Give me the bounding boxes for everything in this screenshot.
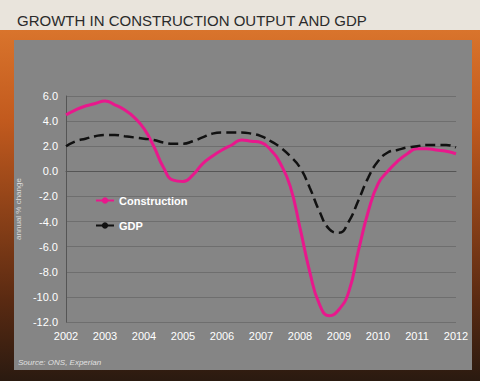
svg-text:-8.0: -8.0 [39,266,58,278]
svg-text:-2.0: -2.0 [39,190,58,202]
svg-text:2010: 2010 [366,330,390,342]
svg-text:-10.0: -10.0 [33,291,58,303]
svg-text:2005: 2005 [171,330,195,342]
svg-text:2011: 2011 [405,330,429,342]
svg-text:2006: 2006 [210,330,234,342]
svg-text:2004: 2004 [132,330,156,342]
svg-text:2008: 2008 [288,330,312,342]
svg-text:2007: 2007 [249,330,273,342]
svg-text:GDP: GDP [119,220,143,232]
svg-text:2.0: 2.0 [43,140,58,152]
svg-text:4.0: 4.0 [43,115,58,127]
svg-text:-12.0: -12.0 [33,316,58,328]
svg-text:Source: ONS, Experian: Source: ONS, Experian [18,358,102,367]
svg-text:-6.0: -6.0 [39,241,58,253]
svg-text:6.0: 6.0 [43,90,58,102]
svg-text:2002: 2002 [54,330,78,342]
svg-text:0.0: 0.0 [43,165,58,177]
svg-text:2009: 2009 [327,330,351,342]
svg-text:2003: 2003 [93,330,117,342]
svg-text:GROWTH IN CONSTRUCTION OUTPUT: GROWTH IN CONSTRUCTION OUTPUT AND GDP [17,12,367,29]
svg-text:annual % change: annual % change [14,178,23,240]
svg-text:Construction: Construction [119,195,188,207]
svg-text:2012: 2012 [444,330,468,342]
svg-text:-4.0: -4.0 [39,216,58,228]
